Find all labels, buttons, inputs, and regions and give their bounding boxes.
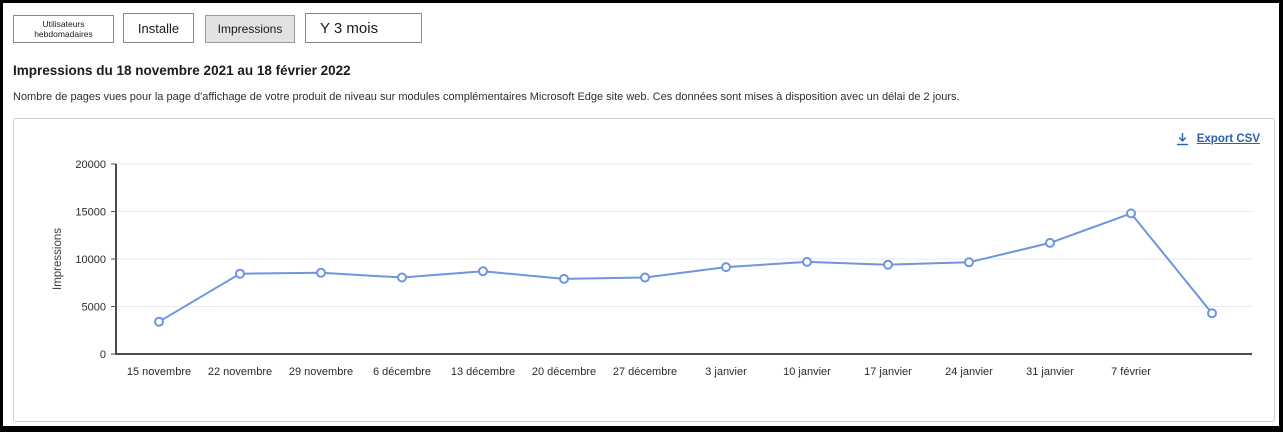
tab-impressions[interactable]: Impressions bbox=[205, 15, 295, 43]
svg-text:10000: 10000 bbox=[75, 254, 106, 266]
export-csv-label: Export CSV bbox=[1196, 133, 1260, 145]
download-icon bbox=[1176, 132, 1189, 146]
svg-text:20 décembre: 20 décembre bbox=[532, 366, 596, 378]
svg-text:24 janvier: 24 janvier bbox=[945, 366, 993, 378]
svg-text:15 novembre: 15 novembre bbox=[127, 366, 191, 378]
svg-text:6 décembre: 6 décembre bbox=[373, 366, 431, 378]
svg-text:27 décembre: 27 décembre bbox=[613, 366, 677, 378]
tab-weekly-users[interactable]: Utilisateurs hebdomadaires bbox=[13, 15, 114, 43]
impressions-line-chart: 0 5000 10000 15000 20000 Impressions 15 novemb… bbox=[52, 159, 1252, 378]
time-range-select[interactable]: Y 3 mois bbox=[305, 13, 422, 43]
page-description: Nombre de pages vues pour la page d'affi… bbox=[13, 91, 960, 103]
tab-installs[interactable]: Installe bbox=[123, 13, 194, 43]
svg-text:Impressions: Impressions bbox=[52, 228, 64, 290]
page-title: Impressions du 18 novembre 2021 au 18 fé… bbox=[13, 63, 351, 78]
svg-text:0: 0 bbox=[100, 349, 106, 361]
chart-tabs-toolbar: Utilisateurs hebdomadaires Installe Impr… bbox=[3, 3, 1279, 45]
svg-text:22 novembre: 22 novembre bbox=[208, 366, 272, 378]
export-csv-link[interactable]: Export CSV bbox=[1176, 132, 1260, 146]
svg-text:5000: 5000 bbox=[82, 302, 106, 314]
svg-text:29 novembre: 29 novembre bbox=[289, 366, 353, 378]
svg-text:3 janvier: 3 janvier bbox=[705, 366, 747, 378]
svg-text:17 janvier: 17 janvier bbox=[864, 366, 912, 378]
impressions-chart-card: Export CSV 0 5000 10000 15000 20000 Impressio… bbox=[13, 118, 1275, 422]
svg-text:31 janvier: 31 janvier bbox=[1026, 366, 1074, 378]
svg-text:13 décembre: 13 décembre bbox=[451, 366, 515, 378]
svg-text:15000: 15000 bbox=[75, 207, 106, 219]
svg-text:20000: 20000 bbox=[75, 159, 106, 171]
svg-text:10 janvier: 10 janvier bbox=[783, 366, 831, 378]
svg-text:7 février: 7 février bbox=[1111, 366, 1151, 378]
